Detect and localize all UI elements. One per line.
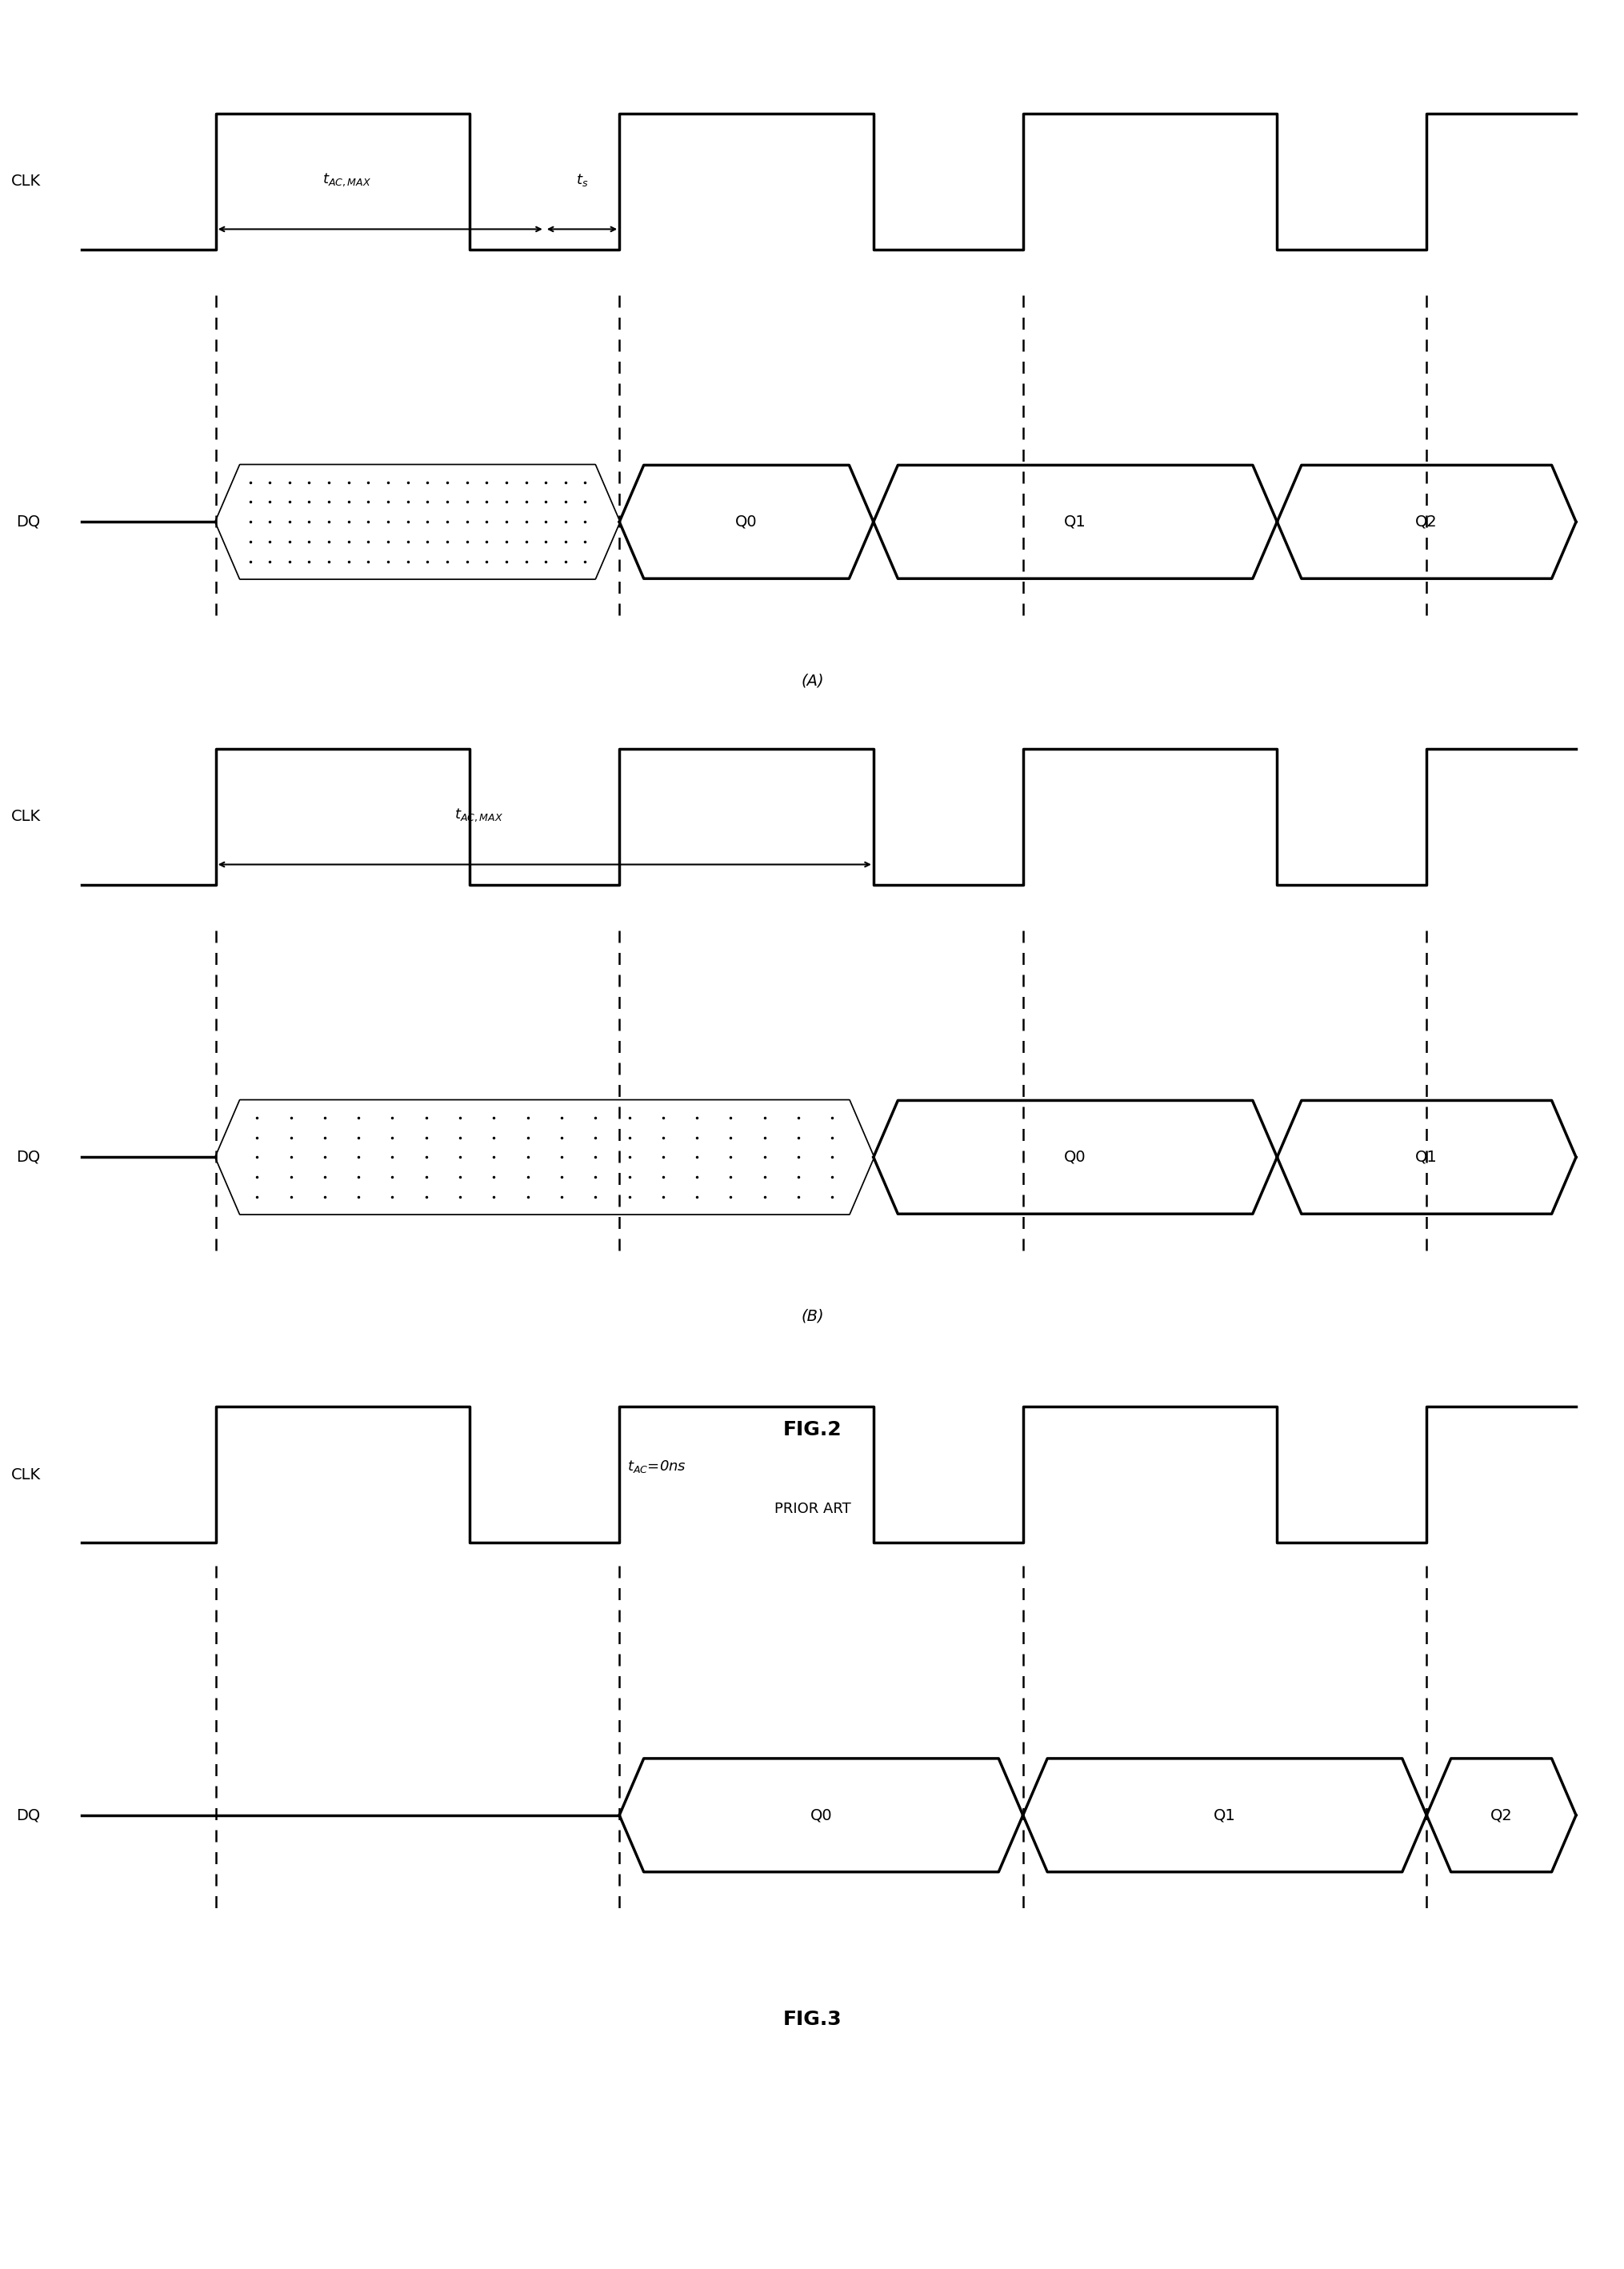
- Text: FIG.2: FIG.2: [783, 1420, 841, 1439]
- Text: Q1: Q1: [1213, 1808, 1236, 1822]
- Polygon shape: [216, 1100, 874, 1214]
- Text: DQ: DQ: [16, 1808, 41, 1822]
- Text: (B): (B): [801, 1309, 823, 1323]
- Text: FIG.3: FIG.3: [783, 2010, 841, 2028]
- Text: Q0: Q0: [1064, 1150, 1086, 1164]
- Text: $t_{AC, MAX}$: $t_{AC, MAX}$: [455, 808, 503, 824]
- Text: CLK: CLK: [11, 175, 41, 188]
- Text: $t_{AC, MAX}$: $t_{AC, MAX}$: [323, 172, 372, 188]
- Text: $t_{AC}$=0ns: $t_{AC}$=0ns: [627, 1459, 687, 1475]
- Text: Q1: Q1: [1415, 1150, 1437, 1164]
- Text: CLK: CLK: [11, 810, 41, 824]
- Text: Q0: Q0: [736, 515, 757, 529]
- Text: DQ: DQ: [16, 515, 41, 529]
- Text: Q2: Q2: [1489, 1808, 1512, 1822]
- Text: Q0: Q0: [810, 1808, 831, 1822]
- Text: DQ: DQ: [16, 1150, 41, 1164]
- Text: Q2: Q2: [1415, 515, 1437, 529]
- Text: Q1: Q1: [1064, 515, 1086, 529]
- Text: (A): (A): [801, 674, 823, 688]
- Text: PRIOR ART: PRIOR ART: [773, 1502, 851, 1516]
- Text: $t_s$: $t_s$: [575, 172, 588, 188]
- Text: CLK: CLK: [11, 1468, 41, 1482]
- Polygon shape: [216, 465, 619, 579]
